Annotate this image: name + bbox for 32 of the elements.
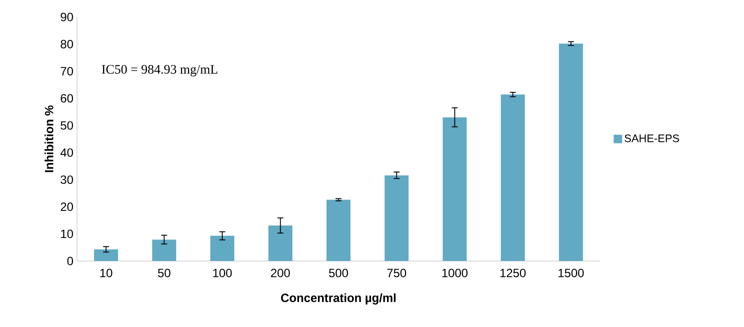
annotation: IC50 = 984.93 mg/mL [102, 64, 218, 76]
x-tick-label: 1500 [558, 268, 584, 278]
y-axis-title: Inhibition % [44, 105, 54, 172]
y-tick-label: 90 [60, 12, 74, 22]
x-tick-label: 200 [271, 268, 290, 278]
y-tick-label: 50 [60, 121, 74, 130]
y-tick-label: 20 [60, 202, 74, 212]
bar [210, 236, 234, 261]
x-tick-label: 10 [100, 268, 112, 278]
bar [558, 44, 583, 261]
x-tick-label: 50 [158, 268, 170, 278]
bar [384, 175, 409, 261]
x-tick-label: 100 [213, 268, 232, 278]
y-tick-label: 40 [60, 148, 74, 157]
y-tick-label: 10 [61, 230, 74, 238]
x-tick-label: 750 [387, 268, 406, 278]
bar [500, 94, 525, 261]
y-tick-label: 80 [60, 40, 74, 48]
y-tick-label: 70 [60, 66, 74, 76]
bar [326, 200, 350, 261]
bar [94, 249, 118, 261]
y-tick-label: 60 [60, 94, 74, 103]
bar [152, 240, 176, 261]
bar [442, 117, 467, 261]
x-axis-title: Concentration µg/ml [281, 293, 396, 305]
x-tick-label: 500 [329, 268, 348, 278]
legend-label: SAHE-EPS [624, 134, 680, 142]
bar [268, 225, 292, 261]
x-tick-label: 1250 [500, 268, 526, 278]
y-tick-label: 30 [60, 175, 74, 184]
x-tick-label: 1000 [442, 268, 468, 278]
y-tick-label: 0 [67, 256, 74, 266]
